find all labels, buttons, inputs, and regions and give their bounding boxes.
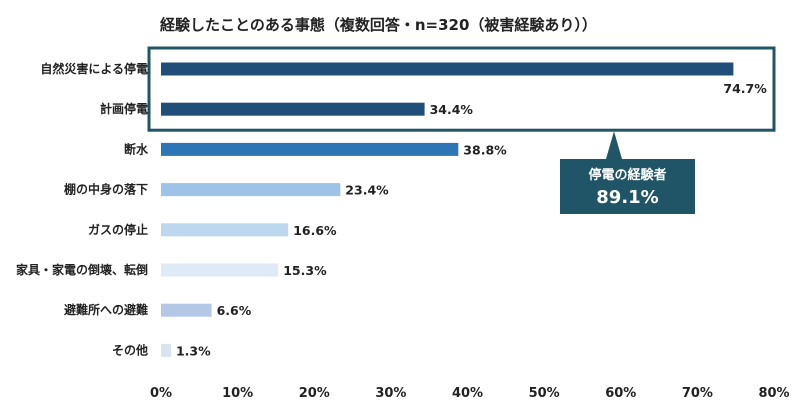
category-label: 計画停電: [100, 101, 148, 116]
category-labels: 自然災害による停電計画停電断水棚の中身の落下ガスの停止家具・家電の倒壊、転倒避難…: [16, 61, 149, 357]
category-label: 自然災害による停電: [40, 61, 148, 76]
bar: [161, 303, 212, 317]
bars: [161, 62, 734, 357]
highlight-box: [147, 46, 776, 132]
callout-pointer: [606, 131, 622, 159]
bar: [161, 223, 289, 237]
x-tick-label: 40%: [452, 386, 483, 401]
x-tick-label: 0%: [150, 386, 172, 401]
category-label: ガスの停止: [88, 222, 148, 237]
x-tick-label: 70%: [682, 386, 713, 401]
callout-box: [560, 159, 695, 214]
category-label: その他: [112, 342, 148, 357]
data-label: 23.4%: [345, 183, 389, 198]
bar: [161, 62, 734, 76]
x-tick-label: 50%: [529, 386, 560, 401]
value-labels: 74.7% 34.4% 38.8% 23.4% 16.6% 15.3% 6.6% 1.3%: [176, 81, 767, 358]
x-tick-label: 60%: [605, 386, 636, 401]
category-label: 断水: [124, 141, 149, 156]
bar: [161, 142, 459, 156]
chart-title: 経験したことのある事態（複数回答・n=320（被害経験あり））: [160, 16, 597, 34]
x-tick-label: 10%: [222, 386, 253, 401]
callout-label: 停電の経験者: [588, 167, 666, 183]
data-label: 15.3%: [283, 263, 327, 278]
data-label: 74.7%: [723, 81, 767, 96]
data-label: 34.4%: [430, 102, 474, 117]
bar: [161, 343, 171, 357]
data-label: 16.6%: [293, 223, 337, 238]
category-label: 棚の中身の落下: [64, 182, 148, 197]
category-label: 避難所への避難: [64, 302, 148, 317]
callout-value: 89.1%: [596, 187, 658, 208]
x-tick-label: 30%: [375, 386, 406, 401]
x-tick-label: 20%: [299, 386, 330, 401]
data-label: 38.8%: [463, 142, 507, 157]
data-label: 6.6%: [217, 303, 252, 318]
x-axis: 0% 10% 20% 30% 40% 50% 60% 70% 80%: [150, 386, 790, 401]
category-label: 家具・家電の倒壊、転倒: [16, 262, 148, 277]
x-tick-label: 80%: [758, 386, 789, 401]
bar: [161, 263, 279, 277]
data-label: 1.3%: [176, 343, 211, 358]
bar: [161, 183, 341, 197]
bar: [161, 102, 425, 116]
callout: 停電の経験者 89.1%: [560, 131, 695, 214]
highlight-layer: [147, 46, 776, 132]
